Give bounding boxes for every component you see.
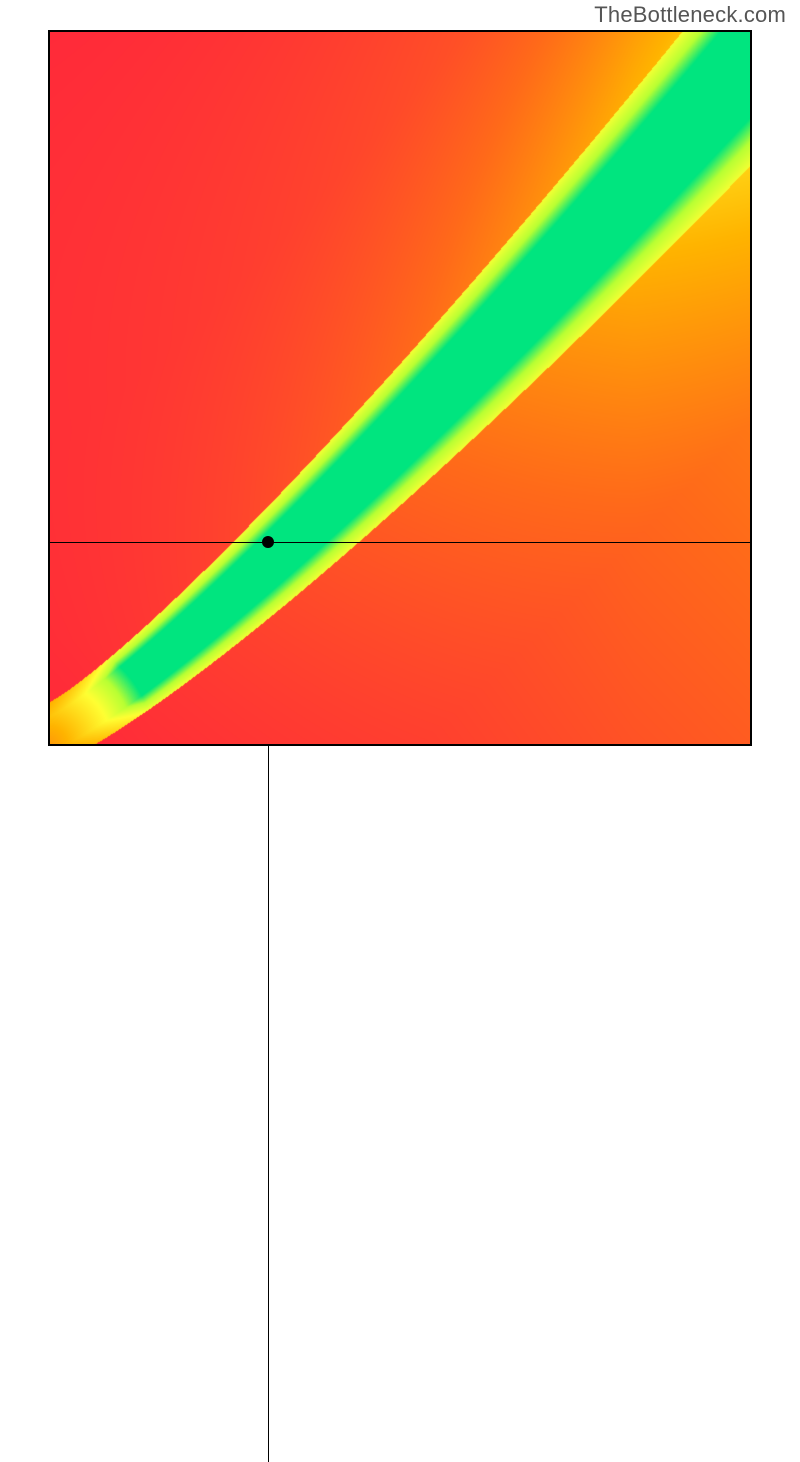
heatmap-plot (48, 30, 752, 746)
crosshair-vertical (268, 746, 269, 1462)
watermark-text: TheBottleneck.com (594, 2, 786, 28)
heatmap-canvas (48, 30, 752, 746)
